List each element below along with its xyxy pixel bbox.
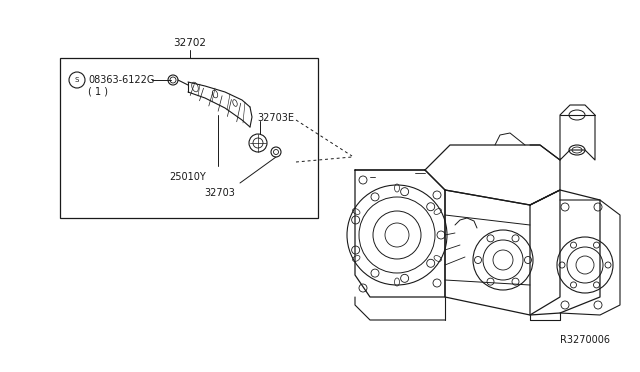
Text: 08363-6122G: 08363-6122G xyxy=(88,75,154,85)
Bar xyxy=(60,58,318,218)
Text: 32702: 32702 xyxy=(173,38,207,48)
Text: ( 1 ): ( 1 ) xyxy=(88,86,108,96)
Text: 32703: 32703 xyxy=(205,188,236,198)
Text: S: S xyxy=(75,77,79,83)
Text: 25010Y: 25010Y xyxy=(170,172,206,182)
Text: 32703E: 32703E xyxy=(257,113,294,123)
Text: R3270006: R3270006 xyxy=(560,335,610,345)
